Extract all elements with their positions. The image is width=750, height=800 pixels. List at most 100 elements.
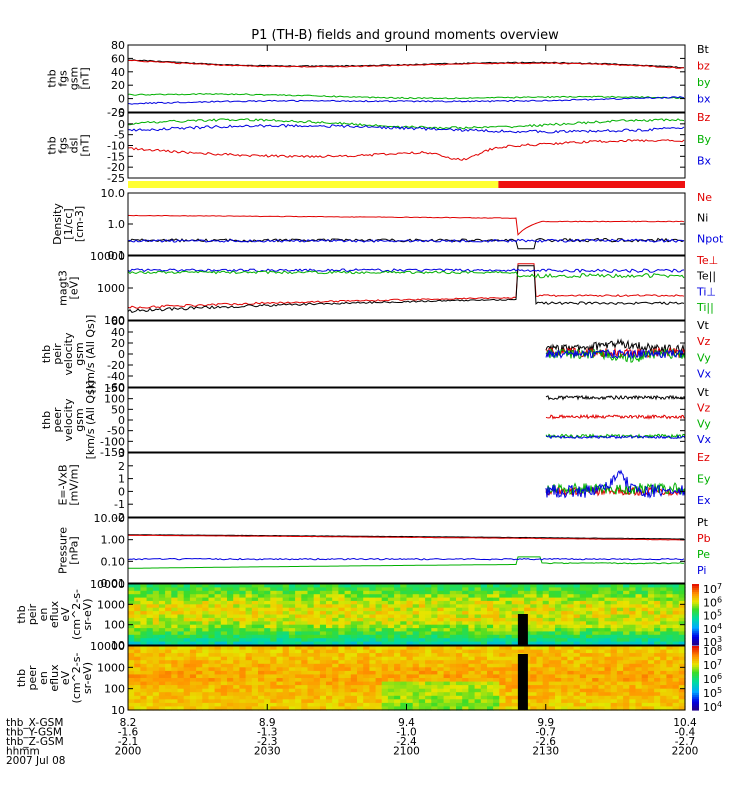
ti-par-line [127,270,685,279]
peer_v-tick-label: -150 [100,446,125,459]
x-row-value: -0.4 [675,727,696,739]
temp-tick-label: 1000 [97,282,125,295]
x-axis-date: 2007 Jul 08 [6,755,65,767]
x-row-value: -2.1 [118,736,139,748]
peir_v-tick-label: -60 [107,381,125,394]
x-row-value: -2.4 [396,736,417,748]
x-row-label-2: thb_Z-GSM [6,736,64,748]
x-row-label-3: hhmm [6,746,40,758]
peer_spec-heatmap [128,646,686,711]
pressure-legend-pb: Pb [697,532,711,545]
x-row-value: -1.3 [257,727,278,739]
fgs_dsl-tick-label: -15 [107,150,125,163]
peer_v-legend-vy: Vy [697,417,711,430]
ex-line [545,469,686,499]
npot-line [127,238,685,243]
temp-ylabel: magt3[eV] [57,270,81,306]
peer_spec-tick-label: 1000 [97,661,125,674]
peir_spec-tick-label: 10 [111,639,125,652]
fgs_dsl-ylabel: thbfgsdsl[nT] [46,134,92,156]
fgs_dsl-tick-label: -10 [107,140,125,153]
x-row-value: 10.4 [673,717,697,729]
mode-bar-red [498,181,685,188]
by-dsl-line [127,118,685,130]
efield-legend-ey: Ey [697,472,711,485]
pressure-tick-label: 1.00 [101,534,126,547]
pt-line [127,534,685,540]
density-tick-label: 1.0 [108,218,126,231]
x-row-value: 8.9 [259,717,276,729]
fgs_dsl-tick-label: -5 [114,129,125,142]
peir_v-tick-label: 0 [118,348,125,361]
fgs_dsl-legend-by: By [697,133,712,146]
peer_v-tick-label: -50 [107,425,125,438]
chart-title: P1 (TH-B) fields and ground moments over… [251,28,559,43]
bz-line [128,59,685,69]
x-row-value: 2200 [672,746,699,758]
peir_spec-colorbar-label: 105 [703,609,722,623]
efield-tick-label: -2 [114,511,125,524]
fgs_gsm-legend-by: by [697,76,711,89]
temp-tick-label: 100 [104,314,125,327]
fgs_gsm-tick-label: 60 [111,52,125,65]
peir_v-tick-label: 40 [111,326,125,339]
peer_v-legend-vz: Vz [697,402,711,415]
x-row-value: -0.7 [536,727,557,739]
by-line [128,92,685,100]
peir_spec-tick-label: 100 [104,619,125,632]
peer-vz-line [545,413,686,420]
peir_v-tick-label: 60 [111,315,125,328]
peer_spec-colorbar-label: 108 [703,644,722,658]
te-perp-line [127,263,685,309]
peir_spec-colorbar [692,584,699,646]
pb-line [127,534,684,541]
efield-ylabel: E=-VxB[mV/m] [57,464,81,505]
x-row-value: -1.6 [118,727,139,739]
peer-vt-line [545,394,686,401]
pressure-ylabel: Pressure[nPa] [57,527,81,574]
peir_v-tick-label: -40 [107,370,125,383]
fgs_dsl-legend-bz: Bz [697,111,711,124]
density-legend-ni: Ni [697,212,708,225]
pressure-tick-label: 10.00 [94,512,126,525]
efield-legend-ez: Ez [697,451,710,464]
peer_v-tick-label: 50 [111,403,125,416]
temp-legend-te⊥: Te⊥ [696,254,718,267]
peer_spec-tick-label: 10 [111,704,125,717]
peer-vx-line [545,434,686,440]
bx-line [127,96,685,105]
peir_spec-colorbar-label: 103 [703,635,722,649]
x-row-value: 9.4 [398,717,415,729]
efield-legend-ex: Ex [697,494,711,507]
efield-frame [127,452,686,518]
x-row-value: 2000 [115,746,142,758]
peer-vy-line [545,433,686,440]
x-row-value: 8.2 [120,717,137,729]
peer_spec-colorbar-label: 106 [703,672,722,686]
bx-dsl-line [127,123,685,134]
peer_v-ylabel: thbpeervelocitygsm[km/s (All Qs)] [40,381,97,460]
peer_v-tick-label: 150 [104,382,125,395]
pe-line [128,556,684,569]
temp-legend-ti||: Ti|| [696,301,714,314]
bz-dsl-line [127,139,685,161]
x-row-value: -2.3 [257,736,278,748]
ey-line [545,482,686,496]
peir_v-legend-vx: Vx [697,368,712,381]
temp-legend-te||: Te|| [696,270,716,283]
peir_spec-colorbar-label: 107 [703,582,722,596]
fgs_gsm-frame [127,44,686,113]
peer_v-legend-vt: Vt [697,386,710,399]
peir_v-tick-label: 20 [111,337,125,350]
mode-bar-yellow [128,181,499,188]
peer_spec-colorbar [692,646,699,711]
fgs_gsm-tick-label: 20 [111,79,125,92]
density-ylabel: Density[1/cc][cm-3] [51,203,86,245]
peir-vx-line [545,348,686,360]
peer_spec-ylabel: thbpeerenefluxeV(cm^2-s-sr-eV) [15,653,94,704]
density-tick-label: 10.0 [101,187,126,200]
temp-tick-label: 10000 [90,250,125,263]
peer_spec-tick-label: 100 [104,683,125,696]
x-row-value: -2.7 [675,736,696,748]
